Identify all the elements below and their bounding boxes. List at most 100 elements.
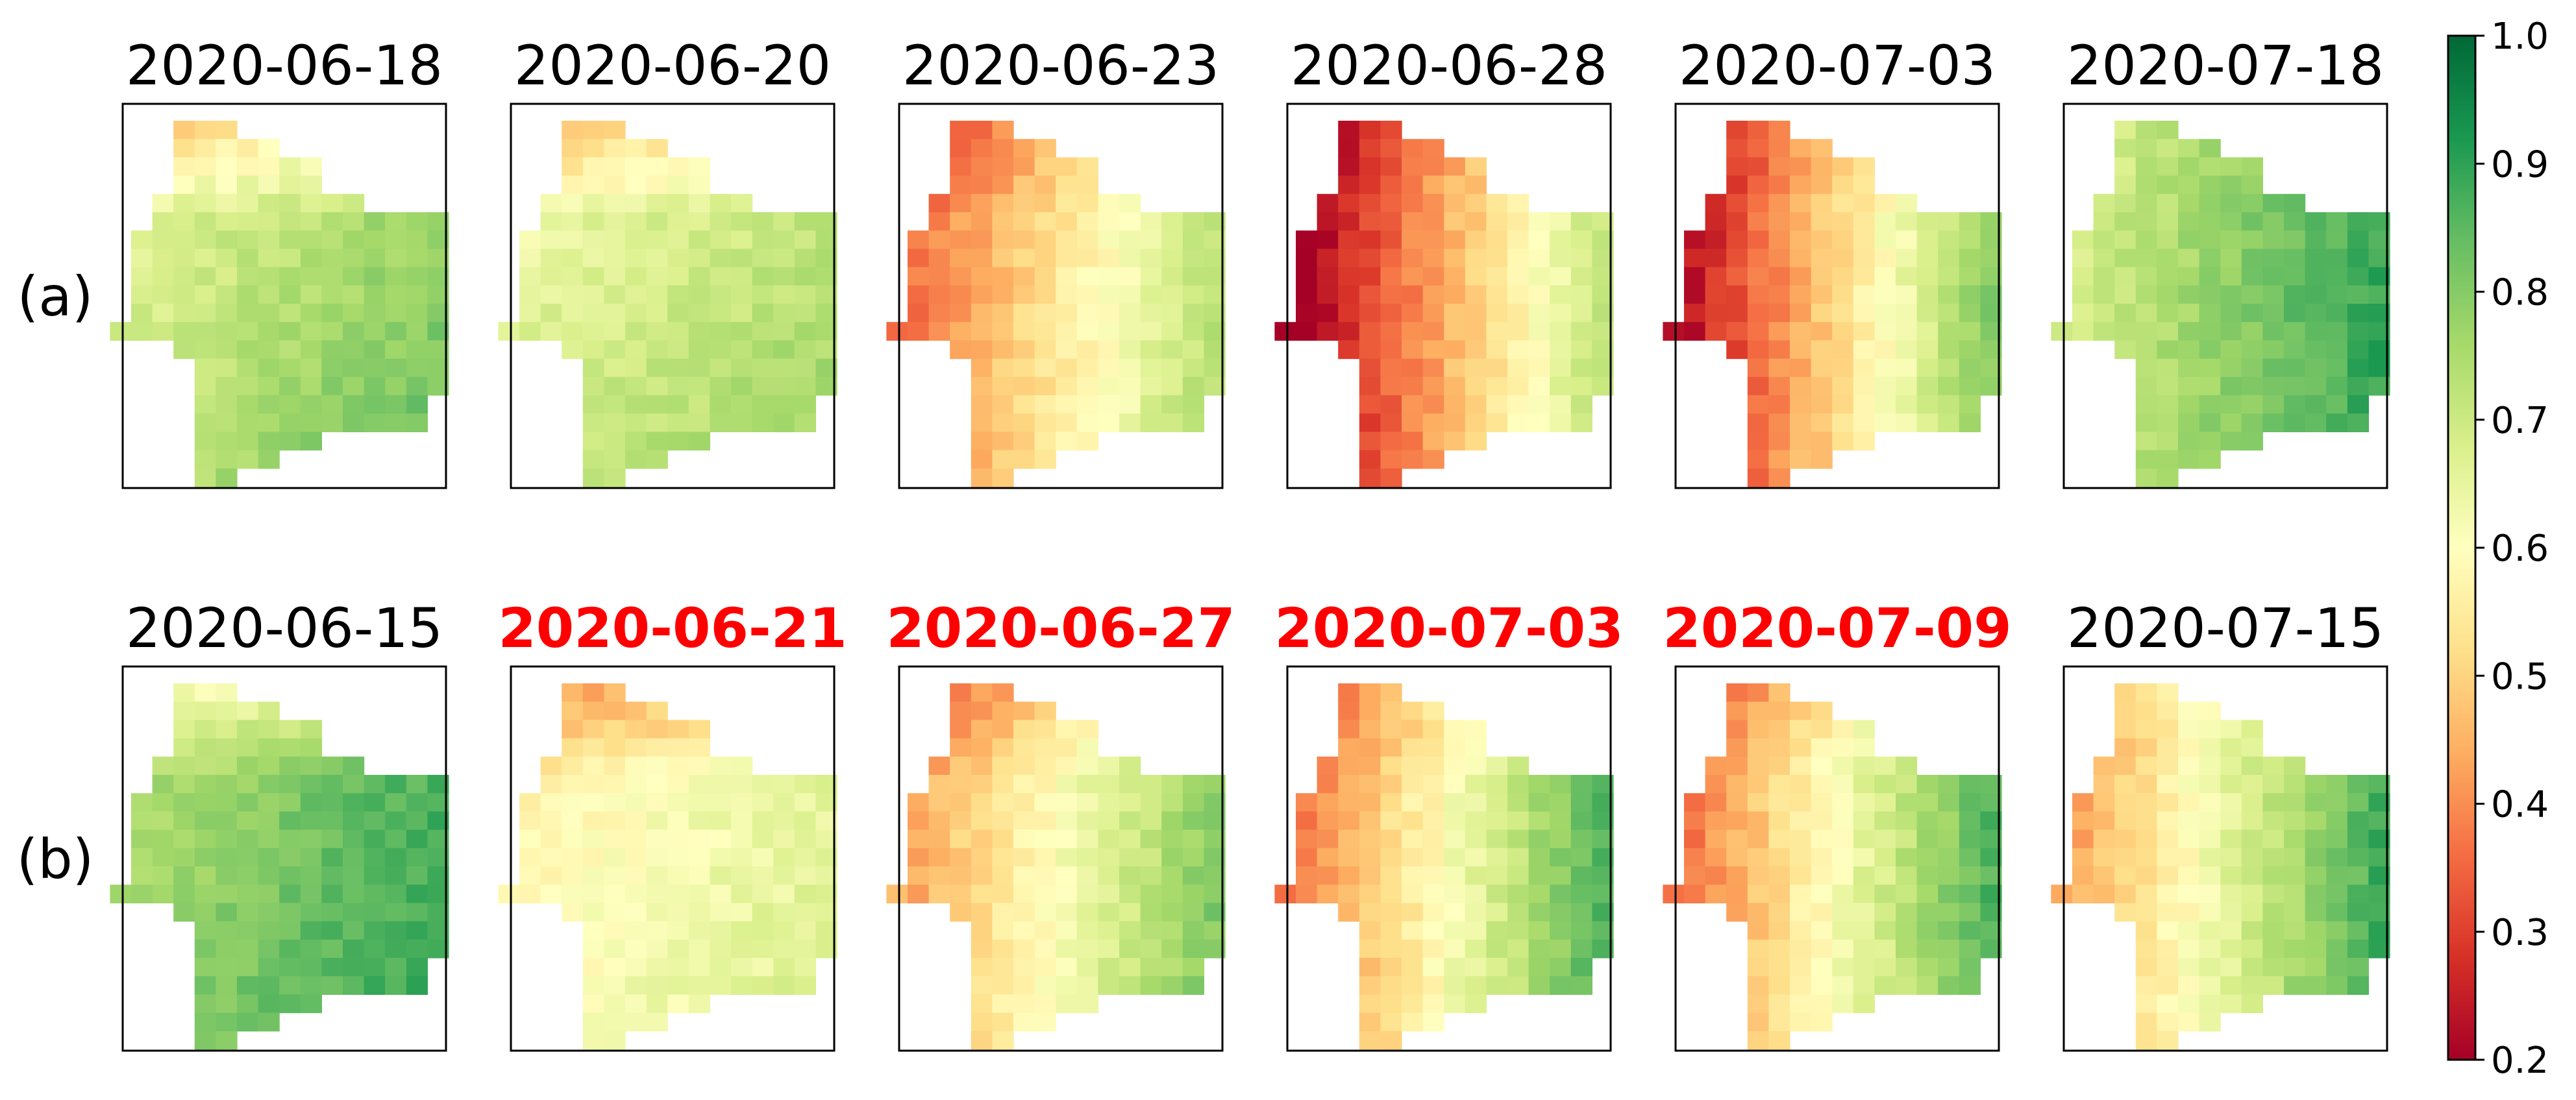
heatmap-cell <box>1528 340 1550 360</box>
heatmap-cell <box>2135 738 2157 757</box>
heatmap-cell <box>1056 193 1078 213</box>
heatmap-cell <box>1098 249 1120 268</box>
heatmap-cell <box>1161 866 1183 885</box>
heatmap-cell <box>343 340 365 360</box>
heatmap-cell <box>1140 848 1162 867</box>
heatmap-cell <box>1422 193 1444 213</box>
heatmap-cell <box>1938 848 1960 867</box>
heatmap-cell <box>1034 340 1056 360</box>
heatmap-cell <box>385 340 407 360</box>
heatmap-cell <box>950 322 972 341</box>
heatmap-cell <box>364 903 386 922</box>
heatmap-cell <box>1528 285 1550 304</box>
panel-frame <box>510 665 836 1052</box>
heatmap-cell <box>1507 903 1530 922</box>
heatmap-cell <box>2114 285 2136 304</box>
heatmap-cell <box>794 848 816 867</box>
heatmap-cell <box>688 212 710 231</box>
heatmap-cell <box>752 958 774 977</box>
heatmap-cell <box>1853 976 1875 995</box>
heatmap-cell <box>710 775 732 794</box>
heatmap-cell <box>1874 829 1896 849</box>
heatmap-cell <box>2178 432 2200 451</box>
heatmap-cell <box>300 756 322 776</box>
heatmap-cell <box>2157 212 2179 231</box>
heatmap-cell <box>1013 921 1035 940</box>
heatmap-cell <box>173 285 195 304</box>
heatmap-cell <box>752 249 774 268</box>
heatmap-cell <box>194 848 216 867</box>
heatmap-cell <box>406 903 428 922</box>
heatmap-cell <box>625 939 647 959</box>
panel-title: 2020-07-03 <box>1679 34 1996 97</box>
heatmap-cell <box>2157 921 2179 940</box>
heatmap-cell <box>1768 775 1790 794</box>
heatmap-cell <box>173 230 195 249</box>
heatmap-cell <box>2347 376 2369 396</box>
heatmap-cell <box>300 720 322 739</box>
heatmap-cell <box>2347 921 2369 940</box>
heatmap-cell <box>971 285 993 304</box>
heatmap-cell <box>279 958 301 977</box>
heatmap-cell <box>540 775 562 794</box>
heatmap-cell <box>1076 866 1098 885</box>
heatmap-cell <box>1034 267 1056 286</box>
heatmap-cell <box>1359 267 1381 286</box>
heatmap-cell <box>2135 958 2157 977</box>
heatmap-cell <box>2157 829 2179 849</box>
heatmap-cell <box>258 175 280 195</box>
heatmap-cell <box>2114 775 2136 794</box>
heatmap-cell <box>1768 994 1790 1014</box>
heatmap-cell <box>1853 230 1875 249</box>
heatmap-cell <box>1959 212 1981 231</box>
heatmap-cell <box>1119 249 1141 268</box>
heatmap-cell <box>1402 395 1424 414</box>
heatmap-cell <box>2199 139 2221 158</box>
heatmap-cell <box>406 775 428 794</box>
heatmap-cell <box>1056 395 1078 414</box>
heatmap-cell <box>2284 866 2306 885</box>
heatmap-cell <box>604 756 626 776</box>
heatmap-cell <box>1507 358 1530 378</box>
heatmap-cell <box>1811 193 1833 213</box>
heatmap-cell <box>1507 775 1530 794</box>
heatmap-cell <box>1140 322 1162 341</box>
heatmap-cell <box>1853 267 1875 286</box>
colorbar-tick-label: 0.6 <box>2491 528 2549 570</box>
heatmap-cell <box>667 903 689 922</box>
heatmap-cell <box>2199 885 2221 903</box>
heatmap-cell <box>773 921 795 940</box>
heatmap-cell <box>2199 395 2221 414</box>
heatmap-cell <box>2284 340 2306 360</box>
heatmap-cell <box>300 193 322 213</box>
heatmap-cell <box>1140 358 1162 378</box>
heatmap-cell <box>2305 793 2327 812</box>
heatmap-cell <box>2326 304 2348 323</box>
heatmap-cell <box>2284 775 2306 794</box>
heatmap-cell <box>1161 376 1183 396</box>
heatmap-cell <box>1013 811 1035 831</box>
heatmap-cell <box>364 376 386 396</box>
heatmap-cell <box>731 793 753 812</box>
heatmap-cell <box>194 793 216 812</box>
heatmap-cell <box>2284 376 2306 396</box>
heatmap-cell <box>1380 432 1402 451</box>
heatmap-cell <box>258 450 280 469</box>
panel-title: 2020-06-18 <box>126 34 443 97</box>
heatmap-cell <box>1140 267 1162 286</box>
heatmap-cell <box>1486 193 1508 213</box>
heatmap-cell <box>992 903 1014 922</box>
heatmap-cell <box>1359 376 1381 396</box>
heatmap-cell <box>343 939 365 959</box>
heatmap-cell <box>173 212 195 231</box>
heatmap-cell <box>1119 304 1141 323</box>
heatmap-cell <box>1013 157 1035 177</box>
heatmap-cell <box>1853 212 1875 231</box>
heatmap-cell <box>2220 157 2242 177</box>
heatmap-cell <box>1486 340 1508 360</box>
heatmap-cell <box>1182 848 1204 867</box>
heatmap-cell <box>1811 230 1833 249</box>
heatmap-cell <box>237 376 259 396</box>
heatmap-cell <box>667 775 689 794</box>
panel-title: 2020-06-28 <box>1291 34 1607 97</box>
